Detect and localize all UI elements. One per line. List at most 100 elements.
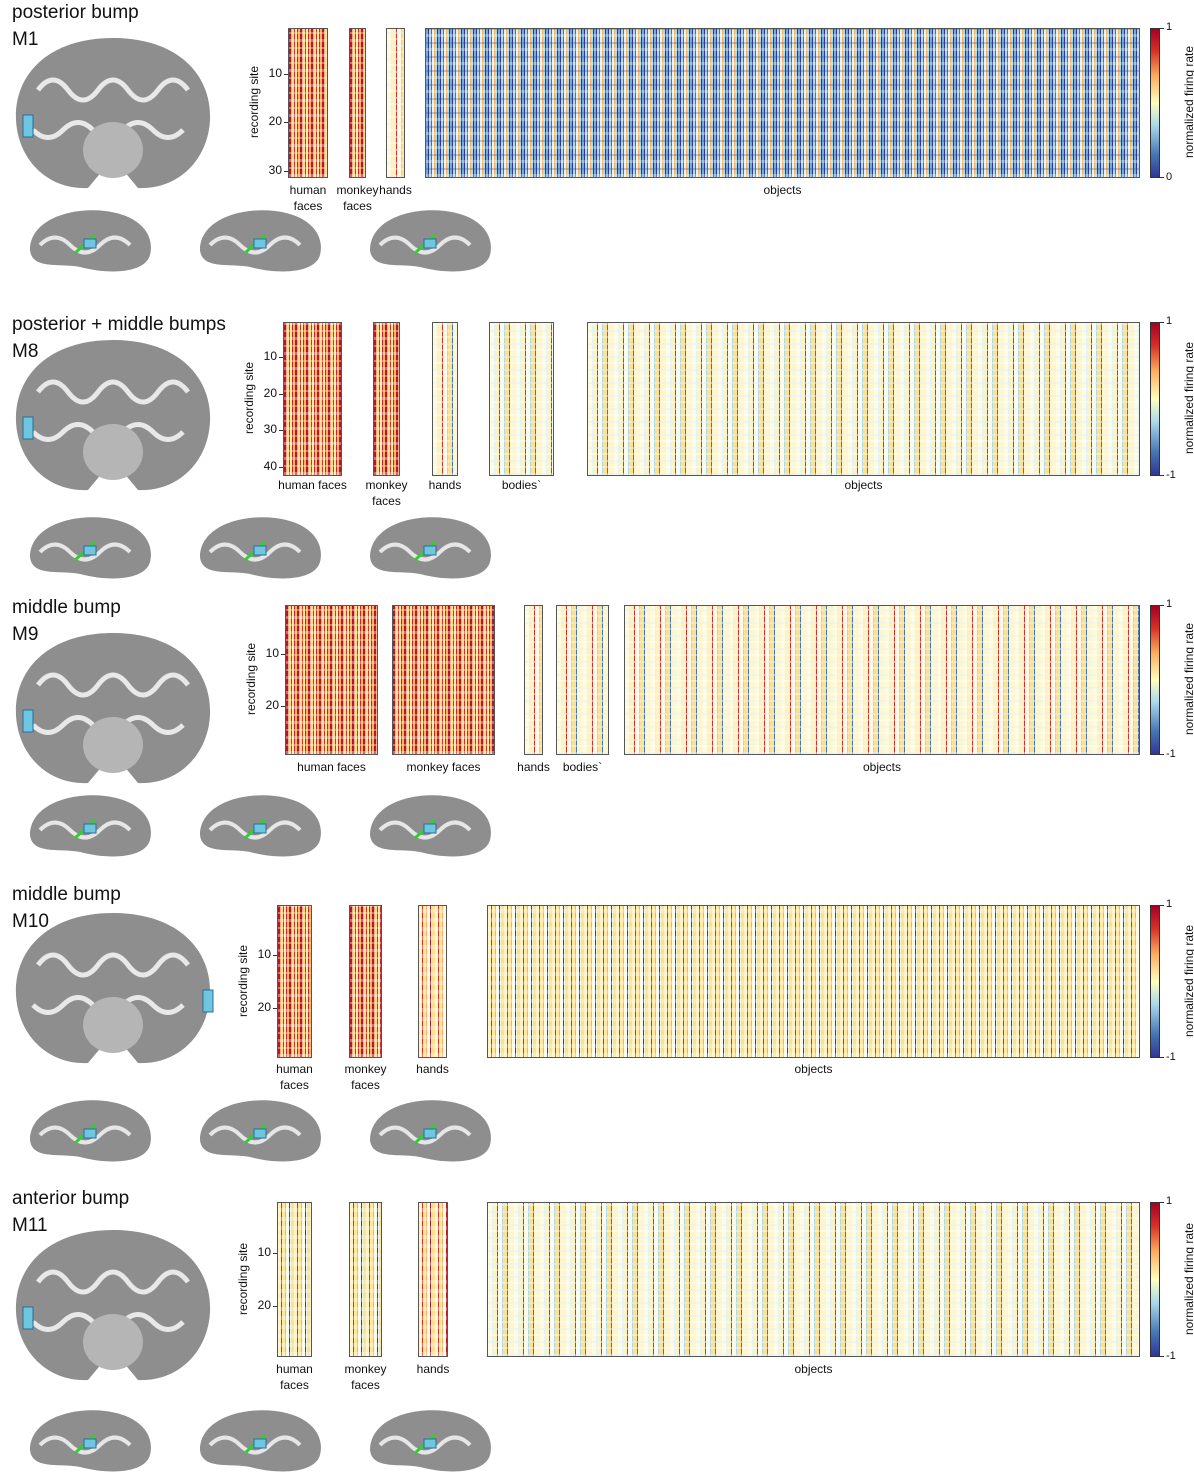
heatmap	[487, 905, 1140, 1058]
sagittal-brain	[190, 790, 330, 862]
group-label: human faces	[268, 1061, 322, 1093]
y-tick	[273, 1008, 277, 1009]
group-label: objects	[479, 1061, 1148, 1077]
coronal-brain	[8, 905, 218, 1075]
heatmap	[624, 605, 1140, 755]
sagittal-brain	[190, 512, 330, 584]
colorbar-tick-label: 1	[1166, 898, 1172, 910]
panel-title: anterior bump	[12, 1188, 129, 1210]
group-label: human faces	[275, 477, 350, 493]
colorbar-tick	[1160, 1057, 1164, 1058]
brain-shape	[83, 717, 143, 773]
sagittal-brain	[20, 512, 160, 584]
y-axis-label: recording site	[236, 931, 250, 1031]
group-label: monkey faces	[360, 477, 414, 509]
colorbar-tick	[1160, 1202, 1164, 1203]
brain-shape	[83, 122, 143, 178]
figure: posterior bumpM1human facesmonkey facesh…	[0, 0, 1194, 1483]
colorbar-label: normalized firing rate	[1182, 916, 1194, 1046]
brain-shape	[424, 239, 436, 248]
y-axis-label: recording site	[247, 52, 261, 152]
heatmap	[285, 605, 378, 755]
coronal-brain	[8, 1222, 218, 1392]
panel-title: middle bump	[12, 884, 121, 906]
group-label: hands	[406, 1061, 460, 1077]
colorbar-tick	[1160, 322, 1164, 323]
colorbar	[1150, 905, 1160, 1058]
y-tick	[279, 467, 283, 468]
group-label: human faces	[268, 1361, 322, 1393]
colorbar-tick	[1160, 28, 1164, 29]
heatmap	[418, 905, 447, 1058]
brain-shape	[84, 1129, 96, 1138]
brain-shape	[424, 824, 436, 833]
brain-shape	[254, 1129, 266, 1138]
group-label: bodies`	[481, 477, 562, 493]
colorbar	[1150, 605, 1160, 755]
group-label: human faces	[280, 182, 336, 214]
coronal-brain	[8, 332, 218, 502]
heatmap	[283, 322, 342, 476]
brain-shape	[254, 239, 266, 248]
group-label: monkey faces	[339, 1361, 393, 1393]
brain-shape	[424, 546, 436, 555]
y-axis-label: recording site	[236, 1229, 250, 1329]
heatmap	[349, 1202, 382, 1357]
sagittal-brain	[360, 1405, 500, 1477]
group-label: hands	[406, 1361, 460, 1377]
colorbar-tick	[1160, 905, 1164, 906]
group-label: monkey faces	[384, 759, 503, 775]
coronal-brain	[8, 625, 218, 795]
y-tick	[279, 430, 283, 431]
panel-title: middle bump	[12, 597, 121, 619]
y-tick	[273, 955, 277, 956]
group-label: hands	[369, 182, 423, 198]
y-tick	[281, 654, 285, 655]
brain-shape	[424, 1129, 436, 1138]
group-label: human faces	[277, 759, 386, 775]
sagittal-brain	[20, 1095, 160, 1167]
brain-shape	[84, 239, 96, 248]
brain-shape	[84, 824, 96, 833]
group-label: hands	[418, 477, 472, 493]
brain-shape	[23, 115, 33, 137]
colorbar-tick-label: -1	[1166, 1350, 1176, 1362]
sagittal-brain	[360, 790, 500, 862]
brain-shape	[83, 1314, 143, 1370]
y-tick	[284, 74, 288, 75]
colorbar-tick-label: 1	[1166, 21, 1172, 33]
colorbar-label: normalized firing rate	[1182, 37, 1194, 167]
colorbar-tick	[1160, 177, 1164, 178]
heatmap	[392, 605, 495, 755]
heatmap	[277, 905, 312, 1058]
brain-shape	[84, 1439, 96, 1448]
y-axis-label: recording site	[242, 348, 256, 448]
colorbar	[1150, 322, 1160, 476]
y-tick	[279, 394, 283, 395]
sagittal-brain	[190, 1095, 330, 1167]
colorbar-label: normalized firing rate	[1182, 1214, 1194, 1344]
colorbar-tick	[1160, 1356, 1164, 1357]
colorbar-tick-label: -1	[1166, 469, 1176, 481]
y-axis-label: recording site	[244, 629, 258, 729]
colorbar-label: normalized firing rate	[1182, 333, 1194, 463]
colorbar-tick-label: 0	[1166, 171, 1172, 183]
heatmap	[277, 1202, 312, 1357]
y-tick	[273, 1306, 277, 1307]
heatmap	[432, 322, 458, 476]
coronal-brain	[8, 30, 218, 200]
heatmap	[425, 28, 1140, 178]
group-label: objects	[479, 1361, 1148, 1377]
brain-shape	[203, 990, 213, 1012]
y-tick	[273, 1253, 277, 1254]
colorbar-label: normalized firing rate	[1182, 614, 1194, 744]
sagittal-brain	[190, 1405, 330, 1477]
colorbar-tick	[1160, 605, 1164, 606]
brain-shape	[424, 1439, 436, 1448]
colorbar-tick-label: -1	[1166, 748, 1176, 760]
sagittal-brain	[20, 1405, 160, 1477]
y-tick-label: 40	[247, 459, 277, 473]
brain-shape	[254, 1439, 266, 1448]
y-tick	[284, 122, 288, 123]
group-label: objects	[417, 182, 1148, 198]
